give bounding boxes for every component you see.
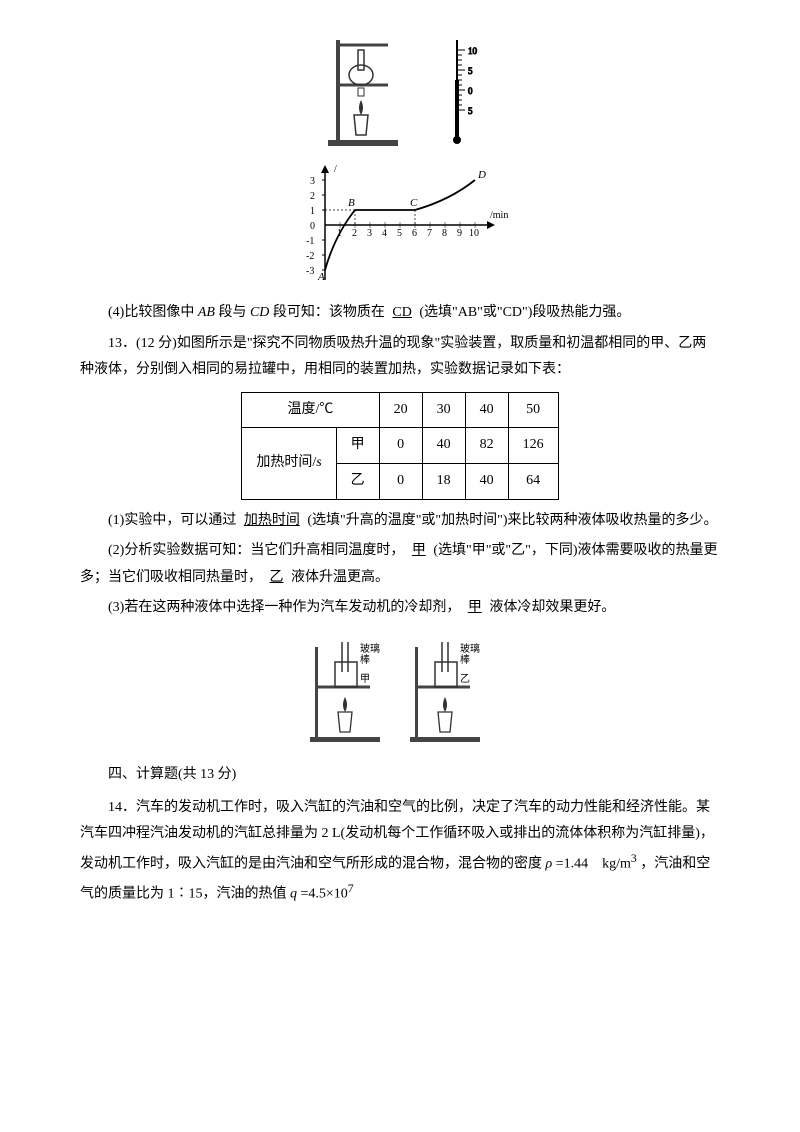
svg-text:10: 10 bbox=[468, 46, 478, 56]
svg-text:4: 4 bbox=[382, 228, 387, 239]
svg-text:3: 3 bbox=[310, 176, 315, 187]
th-time: 加热时间/s bbox=[242, 428, 336, 499]
svg-text:-3: -3 bbox=[306, 266, 314, 277]
q14-rho: ρ bbox=[546, 856, 553, 871]
th-t1: 20 bbox=[379, 392, 422, 428]
q14-text: 14．汽车的发动机工作时，吸入汽缸的汽油和空气的比例，决定了汽车的动力性能和经济… bbox=[80, 795, 720, 909]
svg-text:棒: 棒 bbox=[360, 653, 370, 666]
th-t3: 40 bbox=[465, 392, 508, 428]
svg-text:/: / bbox=[334, 164, 337, 175]
q14-rho-eq: =1.44 kg/m bbox=[556, 856, 631, 871]
figure-double-apparatus: 玻璃 棒 甲 玻璃 棒 乙 bbox=[80, 632, 720, 752]
svg-text:D: D bbox=[477, 169, 486, 181]
q12-seg-cd: CD bbox=[250, 305, 269, 320]
svg-text:/min: /min bbox=[490, 210, 508, 221]
q12-mid1: 段与 bbox=[218, 305, 246, 320]
q13-p2-prefix: (2)分析实验数据可知：当它们升高相同温度时， bbox=[108, 543, 404, 558]
double-apparatus-svg: 玻璃 棒 甲 玻璃 棒 乙 bbox=[300, 632, 500, 752]
q13-p1-answer: 加热时间 bbox=[240, 513, 304, 528]
yi-0: 0 bbox=[379, 463, 422, 499]
q12-p4-prefix: (4)比较图像中 bbox=[108, 305, 194, 320]
q13-p3-answer: 甲 bbox=[464, 600, 486, 615]
q12-answer: CD bbox=[388, 305, 415, 320]
svg-text:6: 6 bbox=[412, 228, 417, 239]
row-jia-label: 甲 bbox=[336, 428, 379, 464]
apparatus-svg bbox=[318, 30, 408, 150]
q13-p1-prefix: (1)实验中，可以通过 bbox=[108, 513, 236, 528]
svg-text:5: 5 bbox=[468, 106, 473, 116]
figure-graph: 3 2 1 0 -1 -2 -3 1 2 3 4 5 6 7 8 9 10 bbox=[80, 160, 720, 290]
table-row: 加热时间/s 甲 0 40 82 126 bbox=[242, 428, 558, 464]
q13-p3-suffix: 液体冷却效果更好。 bbox=[489, 600, 615, 615]
yi-3: 64 bbox=[508, 463, 558, 499]
jia-2: 82 bbox=[465, 428, 508, 464]
svg-text:5: 5 bbox=[468, 66, 473, 76]
th-temp: 温度/℃ bbox=[242, 392, 379, 428]
svg-text:2: 2 bbox=[310, 191, 315, 202]
graph-svg: 3 2 1 0 -1 -2 -3 1 2 3 4 5 6 7 8 9 10 bbox=[290, 160, 510, 290]
section4-header: 四、计算题(共 13 分) bbox=[80, 762, 720, 789]
q13-p3-prefix: (3)若在这两种液体中选择一种作为汽车发动机的冷却剂， bbox=[108, 600, 460, 615]
jia-1: 40 bbox=[422, 428, 465, 464]
q13-table: 温度/℃ 20 30 40 50 加热时间/s 甲 0 40 82 126 乙 … bbox=[241, 392, 558, 500]
svg-text:乙: 乙 bbox=[460, 673, 470, 685]
svg-text:0: 0 bbox=[468, 86, 473, 96]
svg-text:棒: 棒 bbox=[460, 653, 470, 666]
row-yi-label: 乙 bbox=[336, 463, 379, 499]
svg-text:2: 2 bbox=[352, 228, 357, 239]
th-t2: 30 bbox=[422, 392, 465, 428]
yi-1: 18 bbox=[422, 463, 465, 499]
q13-header: 13．(12 分)如图所示是"探究不同物质吸热升温的现象"实验装置，取质量和初温… bbox=[80, 331, 720, 384]
svg-text:3: 3 bbox=[367, 228, 372, 239]
q12-hint: (选填"AB"或"CD")段吸热能力强。 bbox=[419, 305, 630, 320]
svg-text:A: A bbox=[317, 271, 325, 283]
yi-2: 40 bbox=[465, 463, 508, 499]
thermometer-svg: 10 5 0 5 bbox=[432, 30, 482, 150]
svg-text:C: C bbox=[410, 197, 418, 209]
q13-p2: (2)分析实验数据可知：当它们升高相同温度时， 甲 (选填"甲"或"乙"，下同)… bbox=[80, 538, 720, 591]
svg-text:7: 7 bbox=[427, 228, 432, 239]
svg-text:-2: -2 bbox=[306, 251, 314, 262]
svg-text:玻璃: 玻璃 bbox=[460, 642, 480, 655]
q14-exp: 7 bbox=[348, 882, 354, 895]
svg-text:0: 0 bbox=[310, 221, 315, 232]
figure-apparatus-thermometer: 10 5 0 5 bbox=[80, 30, 720, 150]
svg-text:甲: 甲 bbox=[360, 674, 370, 685]
th-t4: 50 bbox=[508, 392, 558, 428]
svg-text:B: B bbox=[348, 197, 355, 209]
svg-text:8: 8 bbox=[442, 228, 447, 239]
q14-q-eq: =4.5×10 bbox=[301, 887, 348, 902]
th-time-unit: s bbox=[316, 455, 321, 470]
svg-text:5: 5 bbox=[397, 228, 402, 239]
q13-p3: (3)若在这两种液体中选择一种作为汽车发动机的冷却剂， 甲 液体冷却效果更好。 bbox=[80, 595, 720, 622]
q13-p2-ans1: 甲 bbox=[408, 543, 430, 558]
svg-text:-1: -1 bbox=[306, 236, 314, 247]
q14-cubed: 3 bbox=[631, 852, 637, 865]
svg-text:1: 1 bbox=[310, 206, 315, 217]
q12-seg-ab: AB bbox=[198, 305, 215, 320]
svg-text:10: 10 bbox=[469, 228, 479, 239]
q13-p1: (1)实验中，可以通过 加热时间 (选填"升高的温度"或"加热时间")来比较两种… bbox=[80, 508, 720, 535]
jia-0: 0 bbox=[379, 428, 422, 464]
th-time-text: 加热时间/ bbox=[256, 455, 316, 470]
svg-text:玻璃: 玻璃 bbox=[360, 642, 380, 655]
svg-text:9: 9 bbox=[457, 228, 462, 239]
q12-mid2: 段可知：该物质在 bbox=[273, 305, 385, 320]
q14-q: q bbox=[290, 887, 297, 902]
q12-part4: (4)比较图像中 AB 段与 CD 段可知：该物质在 CD (选填"AB"或"C… bbox=[80, 300, 720, 327]
q13-p2-ans2: 乙 bbox=[266, 570, 288, 585]
table-row: 温度/℃ 20 30 40 50 bbox=[242, 392, 558, 428]
jia-3: 126 bbox=[508, 428, 558, 464]
q13-p1-suffix: (选填"升高的温度"或"加热时间")来比较两种液体吸收热量的多少。 bbox=[307, 513, 717, 528]
q13-p2-suffix: 液体升温更高。 bbox=[291, 570, 389, 585]
